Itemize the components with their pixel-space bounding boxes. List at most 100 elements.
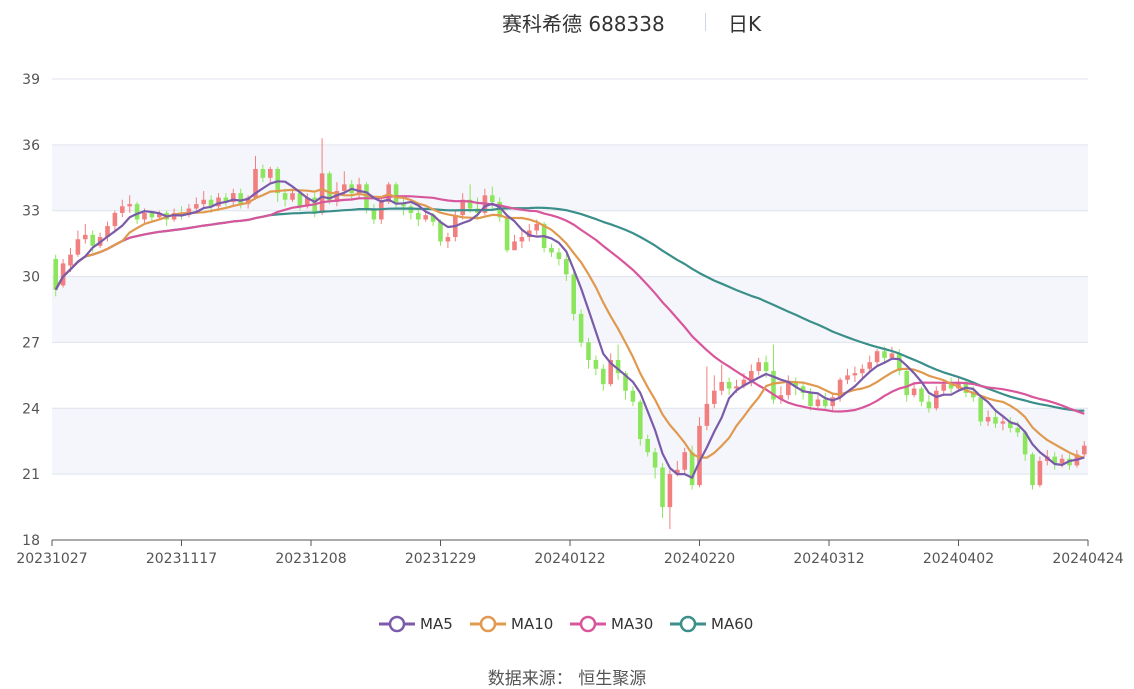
candle <box>512 234 517 251</box>
legend-label: MA5 <box>420 615 453 633</box>
y-tick-label: 33 <box>22 204 40 220</box>
candle <box>438 219 443 246</box>
candle <box>571 269 576 321</box>
candle <box>726 377 732 396</box>
candle-body <box>231 193 236 202</box>
candle-body <box>667 474 673 508</box>
candle-body <box>504 217 510 251</box>
candle-body <box>60 263 66 286</box>
candle <box>120 199 125 218</box>
candle <box>860 364 865 378</box>
legend-label: MA10 <box>511 615 554 633</box>
candle <box>712 375 717 409</box>
candle <box>638 399 643 446</box>
candle <box>852 366 858 382</box>
candle <box>556 248 562 266</box>
candle <box>401 197 406 216</box>
candle <box>601 364 606 391</box>
candle-body <box>416 212 421 220</box>
candle-body <box>223 197 229 202</box>
ma5-legend-icon <box>379 615 415 633</box>
x-tick-label: 20240312 <box>793 551 864 567</box>
candle-body <box>290 193 295 200</box>
candle <box>652 447 658 479</box>
candle <box>956 377 961 391</box>
candle <box>1030 452 1035 490</box>
axes: 18 21 24 27 30 33 36 39 20231027 20231117 20231208… <box>16 72 1123 567</box>
ma10-legend-icon <box>470 615 506 633</box>
candle-body <box>948 384 954 389</box>
period-label: 日K <box>728 12 762 36</box>
legend-item-ma60[interactable]: MA60 <box>669 612 753 636</box>
candle-body <box>75 239 81 255</box>
candle-body <box>393 184 399 205</box>
candle <box>645 434 650 457</box>
candle-body <box>734 386 739 389</box>
candle-body <box>379 201 384 220</box>
y-tick-label: 27 <box>22 335 40 351</box>
candle-body <box>319 173 325 213</box>
candle <box>408 204 414 220</box>
candle-body <box>1015 428 1020 433</box>
candle-body <box>549 248 554 253</box>
candle-body <box>586 342 591 360</box>
candle-body <box>741 379 747 387</box>
candle <box>756 357 761 376</box>
candle-body <box>90 234 95 246</box>
legend-item-ma30[interactable]: MA30 <box>569 612 653 636</box>
candle-body <box>926 401 932 409</box>
candle-body <box>889 353 895 358</box>
candle-body <box>149 212 155 218</box>
moving-average-lines <box>54 180 1085 479</box>
candle-body <box>615 359 621 374</box>
candle <box>719 364 724 396</box>
ma60-legend-icon <box>670 615 706 633</box>
candle-body <box>1059 458 1065 464</box>
candle-body <box>675 469 680 475</box>
candle-body <box>564 259 569 275</box>
candle <box>823 392 828 411</box>
candle <box>704 366 710 431</box>
candle <box>948 377 954 393</box>
candle <box>660 463 665 519</box>
candle-body <box>660 467 665 508</box>
candle <box>216 193 221 211</box>
candle-body <box>786 381 791 396</box>
candle-body <box>578 313 584 343</box>
y-tick-label: 18 <box>22 533 40 549</box>
candle <box>467 184 473 213</box>
legend-item-ma5[interactable]: MA5 <box>378 612 453 636</box>
candle-body <box>608 359 613 385</box>
x-tick-label: 20231229 <box>405 551 476 567</box>
plot-band <box>52 276 1088 343</box>
candle <box>778 386 784 404</box>
candle-body <box>445 237 451 242</box>
candle-body <box>260 169 266 178</box>
candle-body <box>697 425 702 486</box>
title-separator <box>705 13 706 31</box>
plot-band <box>52 144 1088 211</box>
candle-body <box>897 353 902 371</box>
candle <box>578 309 584 347</box>
candle <box>874 349 880 367</box>
candle-body <box>556 252 562 260</box>
x-tick-label: 20231117 <box>146 551 217 567</box>
candle-body <box>860 368 865 374</box>
candle-body <box>630 390 636 402</box>
candle <box>282 188 288 207</box>
legend-item-ma10[interactable]: MA10 <box>469 612 553 636</box>
candle-body <box>1037 460 1043 486</box>
candle-body <box>216 197 221 207</box>
x-tick-label: 20231208 <box>275 551 346 567</box>
candlestick-series <box>53 138 1087 530</box>
candle-body <box>527 230 532 238</box>
y-tick-label: 39 <box>22 72 40 88</box>
y-tick-label: 36 <box>22 138 40 154</box>
candle <box>75 230 81 257</box>
candle-body <box>1000 421 1006 424</box>
candle-body <box>1030 454 1035 486</box>
candle <box>682 447 687 475</box>
plot-bands <box>52 144 1088 475</box>
candle <box>845 368 850 385</box>
candle <box>83 223 88 244</box>
